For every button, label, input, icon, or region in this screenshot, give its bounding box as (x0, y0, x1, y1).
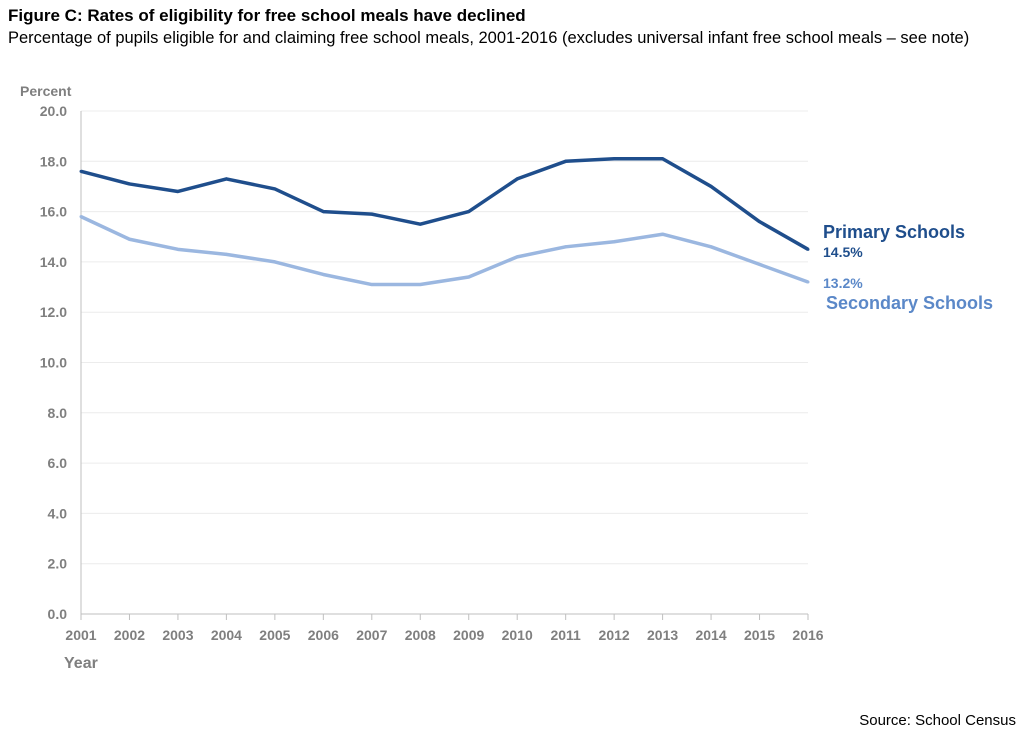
data-point (176, 189, 180, 193)
chart-subtitle: Percentage of pupils eligible for and cl… (8, 29, 970, 47)
y-tick-label: 12.0 (40, 304, 67, 320)
y-tick-label: 10.0 (40, 355, 67, 371)
data-point (418, 283, 422, 287)
data-point (79, 215, 83, 219)
x-axis-label: Year (64, 655, 98, 672)
data-point (370, 212, 374, 216)
y-axis-label: Percent (20, 83, 72, 99)
data-point (661, 232, 665, 236)
end-label-secondary: 13.2% (823, 275, 863, 291)
y-tick-label: 14.0 (40, 254, 67, 270)
data-point (661, 157, 665, 161)
y-tick-label: 4.0 (48, 505, 68, 521)
x-tick-label: 2003 (162, 627, 193, 643)
chart-title: Figure C: Rates of eligibility for free … (8, 6, 526, 25)
x-tick-label: 2011 (550, 627, 581, 643)
data-point (273, 260, 277, 264)
data-point (467, 275, 471, 279)
data-point (709, 184, 713, 188)
data-point (224, 177, 228, 181)
x-tick-label: 2010 (502, 627, 533, 643)
data-point (176, 247, 180, 251)
data-point (224, 252, 228, 256)
x-tick-label: 2014 (695, 627, 726, 643)
data-point (806, 247, 810, 251)
x-tick-label: 2013 (647, 627, 678, 643)
data-point (709, 245, 713, 249)
x-tick-label: 2008 (405, 627, 436, 643)
series-line-primary (80, 157, 809, 251)
legend-label-secondary: Secondary Schools (826, 293, 993, 313)
data-point (127, 182, 131, 186)
x-tick-label: 2001 (65, 627, 96, 643)
y-tick-label: 2.0 (48, 556, 68, 572)
x-tick-label: 2004 (211, 627, 242, 643)
x-tick-label: 2012 (599, 627, 630, 643)
data-point (418, 222, 422, 226)
data-point (370, 283, 374, 287)
data-point (564, 159, 568, 163)
series-line-secondary (80, 215, 809, 287)
data-point (564, 245, 568, 249)
y-tick-label: 0.0 (48, 606, 68, 622)
data-point (612, 157, 616, 161)
end-label-primary: 14.5% (823, 244, 863, 260)
data-point (467, 210, 471, 214)
x-tick-label: 2007 (356, 627, 387, 643)
data-point (806, 280, 810, 284)
data-point (273, 187, 277, 191)
x-tick-label: 2002 (114, 627, 145, 643)
x-tick-label: 2009 (453, 627, 484, 643)
data-point (515, 177, 519, 181)
data-point (612, 240, 616, 244)
data-point (758, 220, 762, 224)
y-tick-label: 20.0 (40, 103, 67, 119)
y-tick-label: 18.0 (40, 153, 67, 169)
x-tick-label: 2015 (744, 627, 775, 643)
x-tick-label: 2016 (792, 627, 823, 643)
data-point (758, 262, 762, 266)
data-point (127, 237, 131, 241)
y-tick-label: 16.0 (40, 204, 67, 220)
x-tick-label: 2005 (259, 627, 290, 643)
data-point (79, 169, 83, 173)
source-note: Source: School Census (859, 712, 1016, 729)
data-point (515, 255, 519, 259)
legend-label-primary: Primary Schools (823, 222, 965, 242)
x-tick-label: 2006 (308, 627, 339, 643)
y-tick-label: 6.0 (48, 455, 68, 471)
data-point (321, 272, 325, 276)
data-point (321, 210, 325, 214)
y-tick-label: 8.0 (48, 405, 68, 421)
